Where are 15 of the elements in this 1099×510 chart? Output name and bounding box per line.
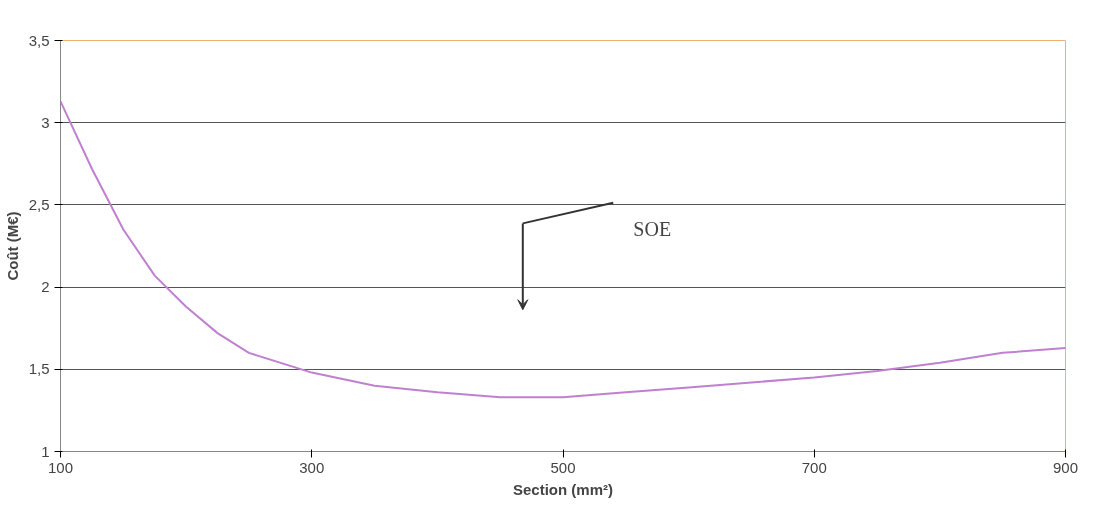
x-tick-label: 100 [47,458,74,476]
x-tick-label: 500 [550,458,576,476]
x-tick-label: 300 [299,458,325,476]
y-tick-label: 1 [41,442,50,460]
x-tick-label: 900 [1052,458,1079,476]
y-tick-label: 1,5 [28,360,50,378]
y-tick-label: 2 [41,278,50,296]
x-axis-title: Section (mm²) [513,480,614,498]
x-tick-label: 700 [801,458,827,476]
line-series [60,100,1066,399]
y-tick-label: 3,5 [28,31,50,49]
y-tick-label: 3 [41,113,50,131]
y-tick-label: 2,5 [28,195,50,213]
annotation: SOE [633,217,672,240]
y-axis-title: Coût (M€) [3,211,21,281]
